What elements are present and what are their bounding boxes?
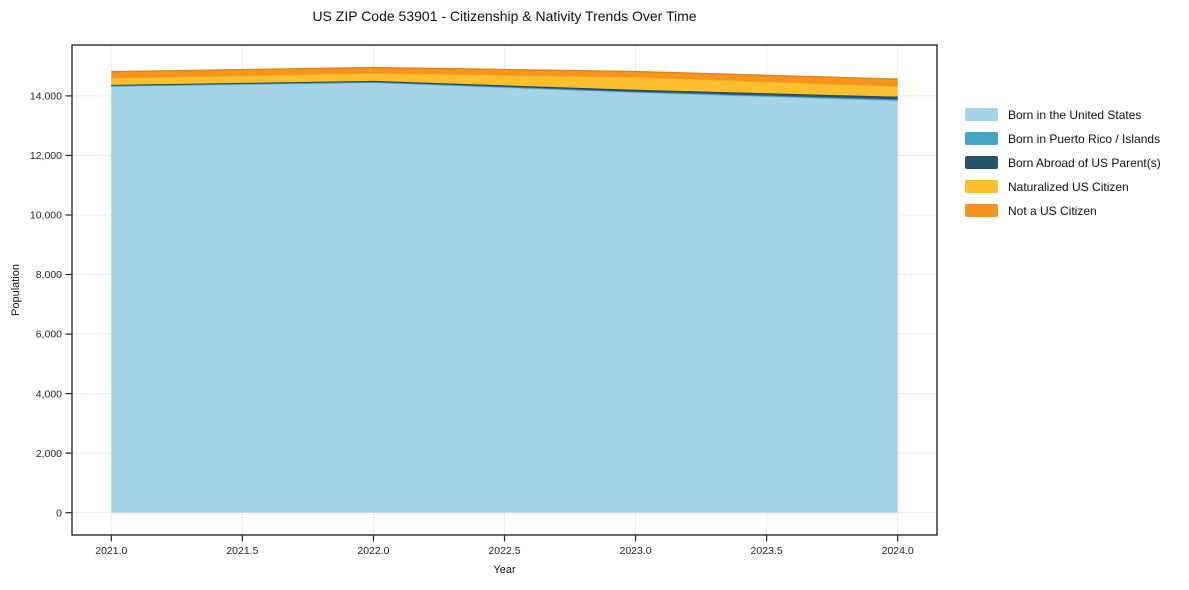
area-band	[111, 73, 898, 97]
legend-item: Born Abroad of US Parent(s)	[965, 155, 1161, 170]
y-tick-label: 0	[56, 507, 62, 519]
legend-label: Naturalized US Citizen	[1008, 179, 1129, 194]
x-axis-label: Year	[493, 564, 516, 576]
legend-label: Born in the United States	[1008, 107, 1142, 122]
legend: Born in the United States Born in Puerto…	[965, 107, 1161, 218]
y-tick-label: 6,000	[36, 329, 62, 341]
legend-label: Not a US Citizen	[1008, 203, 1097, 218]
area-band-edge	[111, 66, 898, 80]
y-axis-label: Population	[10, 264, 22, 316]
x-tick-label: 2024.0	[882, 545, 914, 557]
x-tick-label: 2022.5	[488, 545, 520, 557]
legend-swatch-icon	[965, 108, 998, 121]
legend-swatch-icon	[965, 204, 998, 217]
legend-swatch-icon	[965, 132, 998, 145]
x-tick-label: 2023.0	[619, 545, 651, 557]
y-tick-label: 8,000	[36, 269, 62, 281]
area-band	[111, 67, 898, 87]
y-tick-label: 2,000	[36, 448, 62, 460]
y-tick-label: 14,000	[30, 91, 62, 103]
x-tick-label: 2022.0	[357, 545, 389, 557]
area-band	[111, 82, 898, 513]
legend-item: Born in the United States	[965, 107, 1161, 122]
legend-item: Not a US Citizen	[965, 203, 1161, 218]
y-tick-label: 12,000	[30, 150, 62, 162]
legend-item: Born in Puerto Rico / Islands	[965, 131, 1161, 146]
legend-item: Naturalized US Citizen	[965, 179, 1161, 194]
legend-swatch-icon	[965, 180, 998, 193]
legend-label: Born in Puerto Rico / Islands	[1008, 131, 1161, 146]
y-tick-label: 4,000	[36, 388, 62, 400]
chart-title: US ZIP Code 53901 - Citizenship & Nativi…	[312, 8, 697, 24]
y-tick-label: 10,000	[30, 210, 62, 222]
legend-label: Born Abroad of US Parent(s)	[1008, 155, 1161, 170]
x-tick-label: 2023.5	[751, 545, 783, 557]
x-tick-label: 2021.5	[226, 545, 258, 557]
legend-swatch-icon	[965, 156, 998, 169]
x-tick-label: 2021.0	[95, 545, 127, 557]
